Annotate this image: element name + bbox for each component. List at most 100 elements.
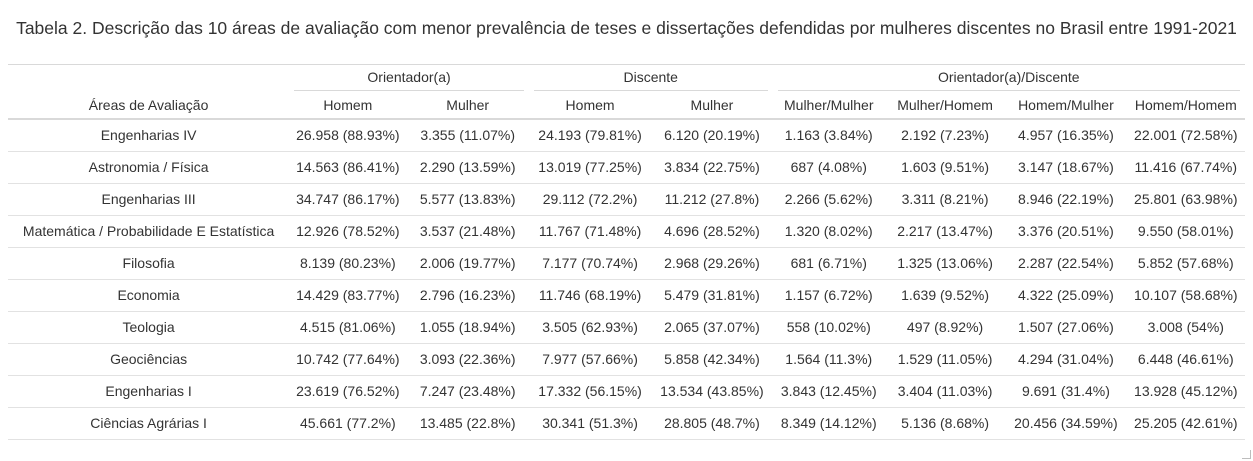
table-row: Matemática / Probabilidade E Estatística… <box>8 215 1245 248</box>
table-cell: 4.696 (28.52%) <box>651 215 773 248</box>
table-cell: 1.325 (13.06%) <box>884 247 1006 280</box>
table-cell: 23.619 (76.52%) <box>289 375 407 408</box>
area-column-header: Áreas de Avaliação <box>8 63 290 120</box>
table-cell: 5.479 (31.81%) <box>651 279 773 312</box>
group-header-row: Áreas de Avaliação Orientador(a) Discent… <box>8 63 1245 120</box>
group-header-discente: Discente <box>529 63 773 91</box>
column-header-orientador-homem: Homem <box>289 91 407 120</box>
column-header-homem-mulher: Homem/Mulher <box>1005 91 1127 120</box>
row-area-label: Astronomia / Física <box>8 151 290 184</box>
table-cell: 3.147 (18.67%) <box>1005 151 1127 184</box>
table-cell: 30.341 (51.3%) <box>528 407 652 440</box>
table-cell: 2.287 (22.54%) <box>1005 247 1127 280</box>
table-cell: 11.212 (27.8%) <box>651 183 773 216</box>
group-header-orientador-discente: Orientador(a)/Discente <box>773 63 1245 91</box>
table-cell: 7.977 (57.66%) <box>528 343 652 376</box>
table-cell: 681 (6.71%) <box>772 247 885 280</box>
table-cell: 3.834 (22.75%) <box>651 151 773 184</box>
table-cell: 13.019 (77.25%) <box>528 151 652 184</box>
table-cell: 1.055 (18.94%) <box>406 311 529 344</box>
table-cell: 1.529 (11.05%) <box>884 343 1006 376</box>
column-header-row: Homem Mulher Homem Mulher Mulher/Mulher … <box>8 91 1245 120</box>
table-row: Astronomia / Física 14.563 (86.41%) 2.29… <box>8 151 1245 184</box>
table-cell: 14.429 (83.77%) <box>289 279 407 312</box>
table-cell: 1.639 (9.52%) <box>884 279 1006 312</box>
table-cell: 10.107 (58.68%) <box>1126 279 1245 312</box>
table-cell: 26.958 (88.93%) <box>289 119 407 152</box>
table-cell: 29.112 (72.2%) <box>528 183 652 216</box>
table-cell: 13.485 (22.8%) <box>406 407 529 440</box>
table-cell: 4.515 (81.06%) <box>289 311 407 344</box>
table-row: Geociências 10.742 (77.64%) 3.093 (22.36… <box>8 343 1245 376</box>
table-cell: 8.139 (80.23%) <box>289 247 407 280</box>
table-cell: 4.957 (16.35%) <box>1005 119 1127 152</box>
table-cell: 2.065 (37.07%) <box>651 311 773 344</box>
table-cell: 25.801 (63.98%) <box>1126 183 1245 216</box>
table-cell: 9.691 (31.4%) <box>1005 375 1127 408</box>
table-cell: 3.404 (11.03%) <box>884 375 1006 408</box>
table-cell: 25.205 (42.61%) <box>1126 407 1245 440</box>
table-cell: 22.001 (72.58%) <box>1126 119 1245 152</box>
table-cell: 3.008 (54%) <box>1126 311 1245 344</box>
table-cell: 2.192 (7.23%) <box>884 119 1006 152</box>
table-row: Teologia 4.515 (81.06%) 1.055 (18.94%) 3… <box>8 311 1245 344</box>
row-area-label: Matemática / Probabilidade E Estatística <box>8 215 290 248</box>
group-header-label: Orientador(a) <box>367 69 451 85</box>
table-cell: 9.550 (58.01%) <box>1126 215 1245 248</box>
table-cell: 2.217 (13.47%) <box>884 215 1006 248</box>
table-cell: 2.290 (13.59%) <box>406 151 529 184</box>
table-cell: 1.507 (27.06%) <box>1005 311 1127 344</box>
table-cell: 5.852 (57.68%) <box>1126 247 1245 280</box>
table-cell: 17.332 (56.15%) <box>528 375 652 408</box>
table-cell: 4.322 (25.09%) <box>1005 279 1127 312</box>
table-cell: 2.968 (29.26%) <box>651 247 773 280</box>
table-cell: 11.416 (67.74%) <box>1126 151 1245 184</box>
group-underline <box>777 90 1240 91</box>
row-area-label: Engenharias IV <box>8 119 290 152</box>
table-cell: 5.858 (42.34%) <box>651 343 773 376</box>
table-cell: 1.157 (6.72%) <box>772 279 885 312</box>
table-cell: 5.577 (13.83%) <box>406 183 529 216</box>
column-header-mulher-mulher: Mulher/Mulher <box>772 91 885 120</box>
table-cell: 10.742 (77.64%) <box>289 343 407 376</box>
group-underline <box>533 90 768 91</box>
table-cell: 3.355 (11.07%) <box>406 119 529 152</box>
table-row: Filosofia 8.139 (80.23%) 2.006 (19.77%) … <box>8 247 1245 280</box>
resize-handle-icon[interactable] <box>1242 450 1251 459</box>
table-cell: 687 (4.08%) <box>772 151 885 184</box>
table-cell: 5.136 (8.68%) <box>884 407 1006 440</box>
table-cell: 1.564 (11.3%) <box>772 343 885 376</box>
table-cell: 3.093 (22.36%) <box>406 343 529 376</box>
table-cell: 3.505 (62.93%) <box>528 311 652 344</box>
row-area-label: Teologia <box>8 311 290 344</box>
column-header-mulher-homem: Mulher/Homem <box>884 91 1006 120</box>
table-row: Economia 14.429 (83.77%) 2.796 (16.23%) … <box>8 279 1245 312</box>
table-cell: 558 (10.02%) <box>772 311 885 344</box>
table-cell: 7.247 (23.48%) <box>406 375 529 408</box>
table-cell: 11.746 (68.19%) <box>528 279 652 312</box>
table-cell: 13.534 (43.85%) <box>651 375 773 408</box>
table-cell: 11.767 (71.48%) <box>528 215 652 248</box>
table-cell: 2.006 (19.77%) <box>406 247 529 280</box>
table-cell: 2.266 (5.62%) <box>772 183 885 216</box>
column-header-orientador-mulher: Mulher <box>406 91 529 120</box>
table-cell: 2.796 (16.23%) <box>406 279 529 312</box>
table-cell: 6.448 (46.61%) <box>1126 343 1245 376</box>
row-area-label: Filosofia <box>8 247 290 280</box>
row-area-label: Geociências <box>8 343 290 376</box>
table-cell: 8.349 (14.12%) <box>772 407 885 440</box>
group-header-orientador: Orientador(a) <box>289 63 529 91</box>
table-cell: 7.177 (70.74%) <box>528 247 652 280</box>
table-cell: 497 (8.92%) <box>884 311 1006 344</box>
table-cell: 1.163 (3.84%) <box>772 119 885 152</box>
table-cell: 3.537 (21.48%) <box>406 215 529 248</box>
table-cell: 3.311 (8.21%) <box>884 183 1006 216</box>
table-cell: 20.456 (34.59%) <box>1005 407 1127 440</box>
row-area-label: Ciências Agrárias I <box>8 407 290 440</box>
table-row: Engenharias IV 26.958 (88.93%) 3.355 (11… <box>8 119 1245 152</box>
table-row: Ciências Agrárias I 45.661 (77.2%) 13.48… <box>8 407 1245 440</box>
table-cell: 8.946 (22.19%) <box>1005 183 1127 216</box>
table-cell: 3.376 (20.51%) <box>1005 215 1127 248</box>
table-cell: 45.661 (77.2%) <box>289 407 407 440</box>
